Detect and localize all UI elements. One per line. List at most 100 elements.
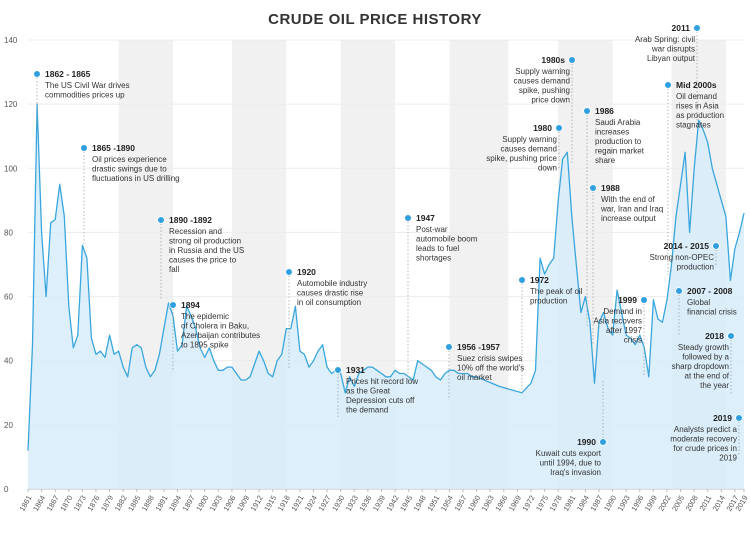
annotation-marker	[727, 332, 735, 340]
annotation-text: war disrupts	[651, 45, 695, 54]
x-tick-label: 1924	[303, 494, 319, 513]
annotation-text: With the end of	[601, 195, 656, 204]
x-tick-label: 1900	[194, 494, 210, 513]
annotation-leaders	[36, 28, 740, 456]
price-area	[28, 104, 744, 489]
x-tick-label: 1969	[507, 494, 523, 513]
x-tick-label: 2002	[656, 494, 672, 513]
annotation-marker	[675, 287, 683, 295]
annotation-text: Supply warning	[515, 67, 570, 76]
annotation-text: crisis	[624, 336, 642, 345]
annotation-text: share	[595, 156, 616, 165]
chart-title: CRUDE OIL PRICE HISTORY	[268, 11, 482, 28]
y-tick-label: 40	[4, 357, 13, 366]
annotation-date: 1972	[530, 275, 549, 285]
annotation-text: increase output	[601, 214, 656, 223]
annotation-text: Kuwait cuts export	[536, 449, 602, 458]
annotation-text: Iraq's invasion	[550, 468, 601, 477]
annotation-text: war, Iran and Iraq	[600, 205, 663, 214]
annotation-marker	[80, 144, 88, 152]
x-tick-label: 1960	[466, 494, 482, 513]
annotation-text: drastic swings due to	[92, 165, 167, 174]
x-tick-label: 1891	[153, 494, 169, 513]
annotation-text: Suez crisis swipes	[457, 354, 522, 363]
x-tick-label: 1993	[616, 494, 632, 513]
annotation-text: Automobile industry	[297, 279, 367, 288]
annotation-text: increases	[595, 128, 629, 137]
y-tick-label: 0	[4, 485, 9, 494]
annotation-text: financial crisis	[687, 308, 737, 317]
annotations: 1862 - 1865 The US Civil War drivescommod…	[33, 23, 743, 477]
annotation-marker	[555, 124, 563, 132]
annotation-date: 1947	[416, 213, 435, 223]
annotation-text: in oil consumption	[297, 298, 361, 307]
annotation-text: price down	[531, 96, 570, 105]
annotation-text: Demand in	[603, 307, 642, 316]
annotation-text: for crude prices in	[673, 444, 737, 453]
x-tick-label: 1915	[262, 494, 278, 513]
y-tick-label: 100	[4, 164, 18, 173]
annotation-text: moderate recovery	[670, 435, 737, 444]
annotation-text: regain market	[595, 147, 645, 156]
x-tick-label: 1984	[575, 494, 591, 513]
annotation-date: 1920	[297, 267, 316, 277]
annotation-date: 1890 -1892	[169, 215, 212, 225]
y-tick-label: 60	[4, 293, 13, 302]
annotation-text: after 1997	[606, 326, 643, 335]
x-tick-label: 1912	[249, 494, 265, 513]
annotation-marker	[285, 268, 293, 276]
annotation-text: down	[538, 164, 557, 173]
annotation-text: The epidemic	[181, 312, 229, 321]
x-tick-label: 1966	[493, 494, 509, 513]
annotation-text: Supply warning	[502, 135, 557, 144]
x-tick-label: 1897	[181, 494, 197, 513]
annotation-text: in Russia and the US	[169, 246, 244, 255]
x-tick-label: 1957	[453, 494, 469, 513]
x-tick-label: 1951	[425, 494, 441, 513]
x-tick-label: 1918	[276, 494, 292, 513]
x-tick-label: 1939	[371, 494, 387, 513]
price-line	[27, 103, 745, 451]
x-tick-label: 1906	[221, 494, 237, 513]
annotation-marker	[693, 24, 701, 32]
annotation-text: 10% off the world's	[457, 364, 524, 373]
annotation-marker	[157, 216, 165, 224]
annotation-marker	[334, 366, 342, 374]
x-tick-label: 1909	[235, 494, 251, 513]
x-tick-label: 1978	[548, 494, 564, 513]
y-tick-label: 120	[4, 100, 18, 109]
annotation-marker	[712, 242, 720, 250]
annotation-text: oil market	[457, 373, 492, 382]
annotation-text: The US Civil War drives	[45, 81, 130, 90]
annotation-date: 1862 - 1865	[45, 69, 91, 79]
annotation-text: Saudi Arabia	[595, 118, 641, 127]
x-tick-label: 1936	[357, 494, 373, 513]
annotation-text: Post-war	[416, 225, 448, 234]
x-tick-label: 1888	[140, 494, 156, 513]
annotation-marker	[735, 414, 743, 422]
annotation-text: Steady growth	[678, 343, 729, 352]
annotation-text: Analysts predict a	[674, 425, 738, 434]
annotation-text: until 1994, due to	[540, 459, 602, 468]
annotation-text: production to	[595, 137, 642, 146]
annotation-date: 2011	[672, 23, 691, 33]
x-tick-label: 1996	[629, 494, 645, 513]
x-axis: 1861186418671870187318761879188218851888…	[17, 489, 750, 513]
x-tick-label: 1981	[561, 494, 577, 513]
annotation-text: Oil prices experience	[92, 155, 167, 164]
annotation-marker	[589, 184, 597, 192]
annotation-date: 1980	[533, 123, 552, 133]
annotation-date: 1980s	[541, 55, 565, 65]
annotation-text: as the Great	[346, 387, 391, 396]
x-tick-label: 2008	[684, 494, 700, 513]
x-tick-label: 1945	[398, 494, 414, 513]
annotation-date: Mid 2000s	[676, 80, 717, 90]
